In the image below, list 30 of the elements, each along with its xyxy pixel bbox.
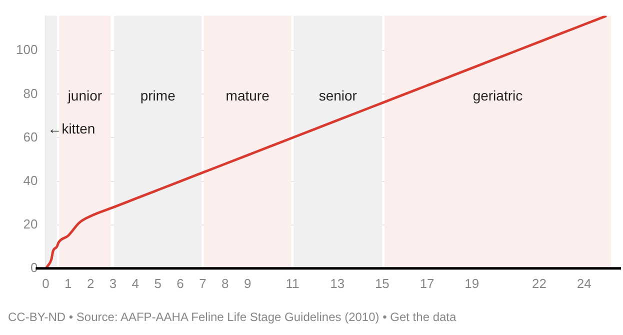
x-tick-label: 6	[176, 276, 184, 291]
x-tick-label: 24	[576, 276, 592, 291]
x-tick-label: 17	[420, 276, 434, 291]
x-tick-label: 0	[42, 276, 50, 291]
x-tick-label: 11	[286, 276, 300, 291]
line-series	[46, 16, 608, 268]
x-tick-label: 8	[222, 276, 229, 291]
text: CC-BY-ND • Source: AAFP-AAHA Feline Life Stage Guidelines (2010) • Get the data	[8, 310, 456, 324]
x-tick-label: 1	[64, 276, 72, 291]
x-tick-label: 3	[109, 276, 117, 291]
y-tick-label: 60	[23, 129, 38, 144]
x-tick-label: 19	[464, 276, 480, 291]
y-tick-label: 40	[23, 172, 38, 188]
band-label: mature	[226, 87, 270, 104]
band-label: senior	[318, 87, 358, 104]
x-tick-label: 7	[199, 276, 206, 291]
y-tick-label: 80	[23, 86, 38, 101]
band-label: ←kitten	[48, 120, 96, 136]
x-tick-label: 9	[244, 276, 252, 291]
band-label: geriatric	[472, 87, 523, 104]
band-label: junior	[66, 87, 102, 104]
y-tick-label: 100	[16, 42, 38, 58]
x-tick-label: 22	[532, 276, 546, 291]
x-tick-label: 4	[132, 276, 140, 291]
y-tick-label: 20	[23, 216, 38, 232]
x-tick-label: 15	[374, 276, 390, 291]
x-tick-label: 2	[86, 276, 94, 291]
x-tick-label: 13	[330, 276, 345, 291]
band-label: prime	[140, 87, 176, 104]
x-tick-label: 5	[154, 276, 162, 291]
